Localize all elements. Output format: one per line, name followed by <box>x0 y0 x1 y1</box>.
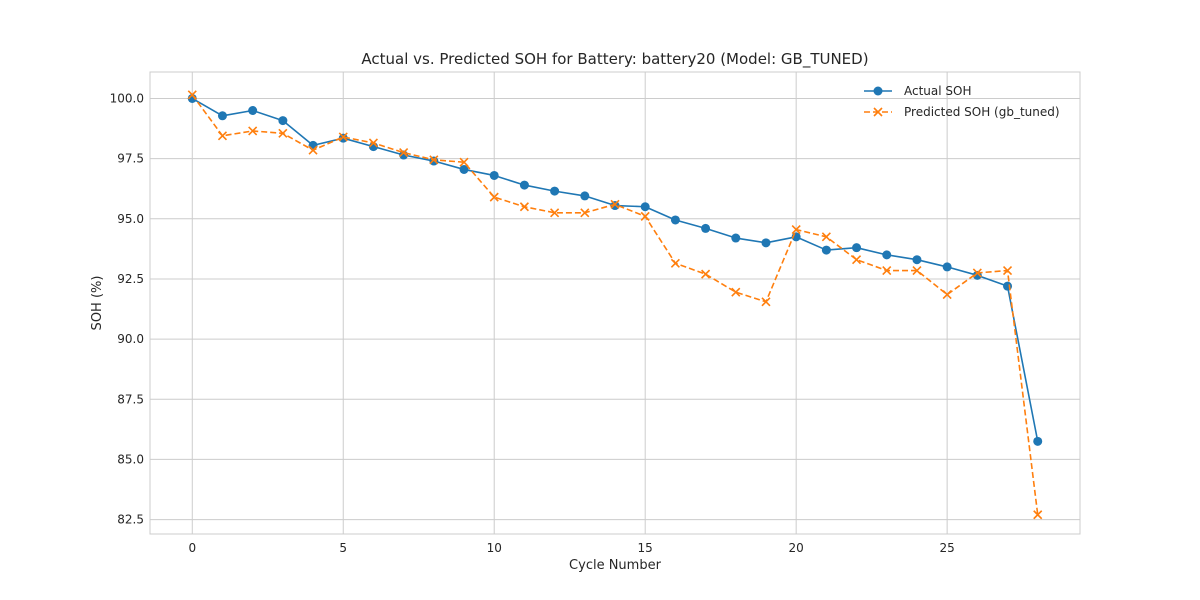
data-point <box>459 164 469 174</box>
y-tick-label: 82.5 <box>117 513 144 527</box>
x-tick-label: 25 <box>940 541 955 555</box>
data-point <box>821 232 831 242</box>
data-point <box>187 90 197 100</box>
y-tick-label: 90.0 <box>117 332 144 346</box>
y-tick-label: 92.5 <box>117 272 144 286</box>
legend-label-predicted: Predicted SOH (gb_tuned) <box>904 105 1060 119</box>
tick-labels: 0 5 10 15 20 25 82.5 85.0 87.5 90.0 92.5 95.0 97.5 10… <box>110 91 955 555</box>
data-point <box>519 202 529 212</box>
y-axis-label: SOH (%) <box>90 276 105 331</box>
data-point <box>217 131 228 141</box>
data-point <box>701 223 711 233</box>
data-point <box>338 133 348 143</box>
data-point <box>640 202 650 212</box>
data-point <box>640 211 650 221</box>
data-point <box>851 255 862 265</box>
data-point <box>278 128 288 138</box>
data-point <box>731 233 741 243</box>
x-axis-label: Cycle Number <box>569 558 662 573</box>
data-point <box>882 250 892 260</box>
data-point <box>731 287 741 297</box>
data-point <box>670 258 680 268</box>
data-point <box>550 186 560 196</box>
data-point <box>852 243 862 253</box>
y-tick-label: 87.5 <box>117 392 144 406</box>
data-point <box>1033 510 1043 520</box>
data-point <box>489 192 499 202</box>
data-point <box>972 268 982 278</box>
data-point <box>942 262 952 272</box>
data-point <box>519 180 529 190</box>
legend-label-actual: Actual SOH <box>904 84 972 98</box>
data-point <box>912 265 922 276</box>
data-point <box>701 269 711 279</box>
data-point <box>550 208 560 218</box>
grid <box>150 72 1080 534</box>
data-point <box>1033 436 1043 446</box>
x-tick-label: 20 <box>789 541 804 555</box>
data-point <box>882 265 892 276</box>
plot-area-frame <box>149 71 1081 535</box>
data-point <box>580 191 590 201</box>
y-tick-label: 97.5 <box>117 152 144 166</box>
legend: Actual SOH Predicted SOH (gb_tuned) <box>864 84 1060 119</box>
series-predicted <box>187 90 1043 520</box>
data-point <box>942 290 952 300</box>
data-point <box>217 111 227 121</box>
data-point <box>459 157 469 167</box>
y-tick-label: 95.0 <box>117 212 144 226</box>
x-tick-label: 0 <box>188 541 196 555</box>
data-point <box>368 138 379 148</box>
data-point <box>761 238 771 248</box>
data-point <box>338 132 348 142</box>
data-point <box>429 156 439 166</box>
x-tick-label: 10 <box>487 541 502 555</box>
data-point <box>761 297 771 307</box>
data-point <box>912 255 922 265</box>
data-point <box>248 106 258 115</box>
legend-marker-predicted <box>873 107 883 117</box>
y-tick-label: 100.0 <box>110 91 144 105</box>
data-point <box>429 155 439 165</box>
x-tick-label: 5 <box>339 541 347 555</box>
data-point <box>308 145 318 155</box>
data-point <box>278 116 288 126</box>
data-point <box>248 126 258 136</box>
series <box>187 90 1043 520</box>
x-tick-label: 15 <box>638 541 653 555</box>
data-point <box>610 201 620 211</box>
data-point <box>580 208 590 218</box>
y-tick-label: 85.0 <box>117 452 144 466</box>
data-point <box>489 170 499 180</box>
data-point <box>791 225 801 235</box>
data-point <box>1003 281 1013 291</box>
legend-marker-actual <box>873 86 883 96</box>
chart-title: Actual vs. Predicted SOH for Battery: ba… <box>361 50 868 69</box>
data-point <box>821 245 831 255</box>
data-point <box>399 148 409 158</box>
data-point <box>610 199 620 209</box>
data-point <box>1002 265 1013 276</box>
data-point <box>670 215 680 225</box>
